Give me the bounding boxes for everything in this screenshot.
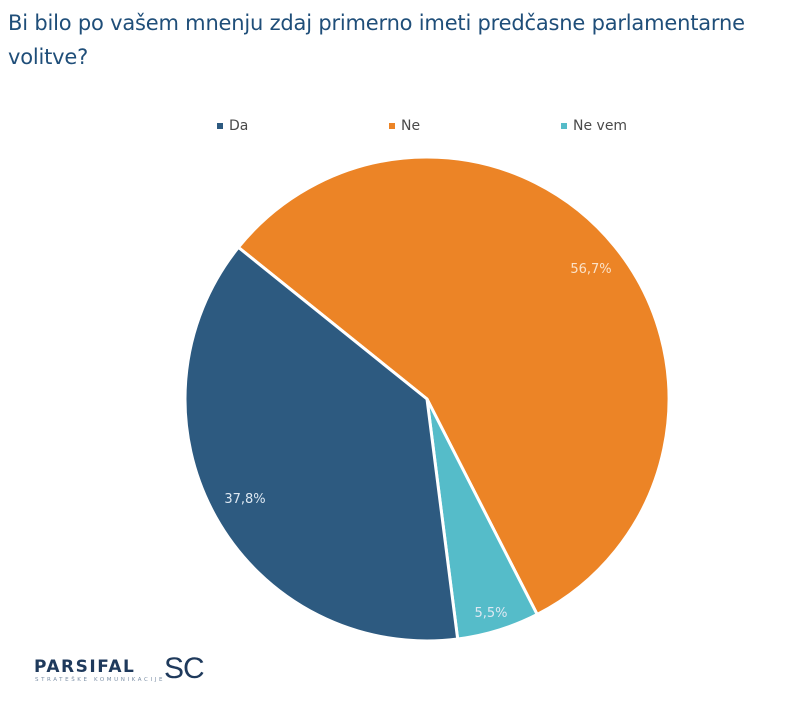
- legend-item-da: Da: [217, 118, 248, 134]
- data-label: 37,8%: [224, 492, 265, 507]
- pie-slices: [183, 155, 671, 643]
- logo-main: PARSIFAL: [34, 657, 136, 677]
- logo-tagline: STRATEŠKE KOMUNIKACIJE: [35, 677, 166, 683]
- legend-swatch-ne: [389, 123, 395, 129]
- logo-suffix: SC: [164, 652, 205, 685]
- parsifal-logo: PARSIFAL SC STRATEŠKE KOMUNIKACIJE: [34, 652, 214, 687]
- legend-label: Da: [229, 118, 249, 134]
- legend: Da Ne Ne vem: [0, 118, 808, 138]
- data-label: 5,5%: [474, 606, 507, 621]
- slice-da: [183, 245, 460, 643]
- legend-label: Ne vem: [573, 118, 628, 134]
- slice-ne: [236, 155, 671, 616]
- legend-item-ne: Ne: [389, 118, 420, 134]
- pie-labels: 56,7% 5,5% 37,8%: [224, 262, 611, 621]
- chart-title: Bi bilo po vašem mnenju zdaj primerno im…: [8, 11, 745, 69]
- legend-item-ne-vem: Ne vem: [561, 118, 627, 134]
- data-label: 56,7%: [570, 262, 611, 277]
- legend-swatch-da: [217, 123, 223, 129]
- legend-label: Ne: [401, 118, 421, 134]
- legend-swatch-ne-vem: [561, 123, 567, 129]
